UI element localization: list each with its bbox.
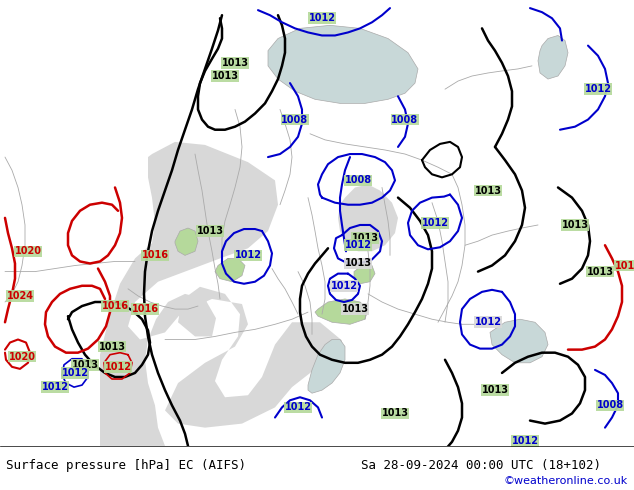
- Text: 1013: 1013: [98, 342, 126, 352]
- Text: Surface pressure [hPa] EC (AIFS): Surface pressure [hPa] EC (AIFS): [6, 459, 247, 472]
- Text: ©weatheronline.co.uk: ©weatheronline.co.uk: [503, 476, 628, 487]
- Text: 1013: 1013: [342, 304, 368, 314]
- Text: 1012: 1012: [422, 218, 448, 228]
- Text: 1013: 1013: [197, 226, 224, 236]
- Polygon shape: [538, 35, 568, 79]
- Text: 1012: 1012: [105, 362, 131, 372]
- Text: 1012: 1012: [235, 250, 261, 260]
- Text: 1008: 1008: [391, 115, 418, 124]
- Polygon shape: [308, 340, 345, 393]
- Text: 1016: 1016: [131, 304, 158, 314]
- Text: 1013: 1013: [344, 259, 372, 269]
- Text: Sa 28-09-2024 00:00 UTC (18+102): Sa 28-09-2024 00:00 UTC (18+102): [361, 459, 602, 472]
- Text: 1013: 1013: [382, 409, 408, 418]
- Text: 1012: 1012: [474, 317, 501, 327]
- Text: 1013: 1013: [351, 233, 378, 243]
- Text: 1024: 1024: [6, 291, 34, 301]
- Text: 1012: 1012: [285, 402, 311, 413]
- Text: 1016: 1016: [141, 250, 169, 260]
- Polygon shape: [338, 184, 398, 251]
- Text: 1013: 1013: [212, 71, 238, 81]
- Text: 1013: 1013: [562, 220, 588, 230]
- Polygon shape: [354, 264, 375, 284]
- Polygon shape: [215, 258, 245, 282]
- Text: 1013: 1013: [586, 267, 614, 276]
- Polygon shape: [490, 319, 548, 363]
- Text: 1020: 1020: [15, 246, 41, 256]
- Text: 1008: 1008: [281, 115, 309, 124]
- Text: 1012: 1012: [330, 281, 358, 291]
- Text: 1012: 1012: [585, 84, 612, 94]
- Text: 1013: 1013: [481, 385, 508, 395]
- Text: 1016: 1016: [614, 261, 634, 270]
- Text: 1013: 1013: [72, 360, 98, 370]
- Text: 1012: 1012: [61, 368, 89, 378]
- Text: 1012: 1012: [309, 13, 335, 23]
- Text: 1013: 1013: [474, 186, 501, 196]
- Text: 1013: 1013: [221, 58, 249, 68]
- Text: 1008: 1008: [344, 175, 372, 185]
- Polygon shape: [315, 299, 368, 324]
- Text: 1012: 1012: [41, 382, 68, 392]
- Text: 1016: 1016: [101, 301, 129, 311]
- Polygon shape: [100, 142, 342, 446]
- Text: 1020: 1020: [8, 352, 36, 362]
- Text: 1008: 1008: [597, 400, 624, 410]
- Text: 1012: 1012: [344, 240, 372, 250]
- Text: 1012: 1012: [512, 436, 538, 446]
- Polygon shape: [268, 25, 418, 103]
- Polygon shape: [175, 228, 198, 255]
